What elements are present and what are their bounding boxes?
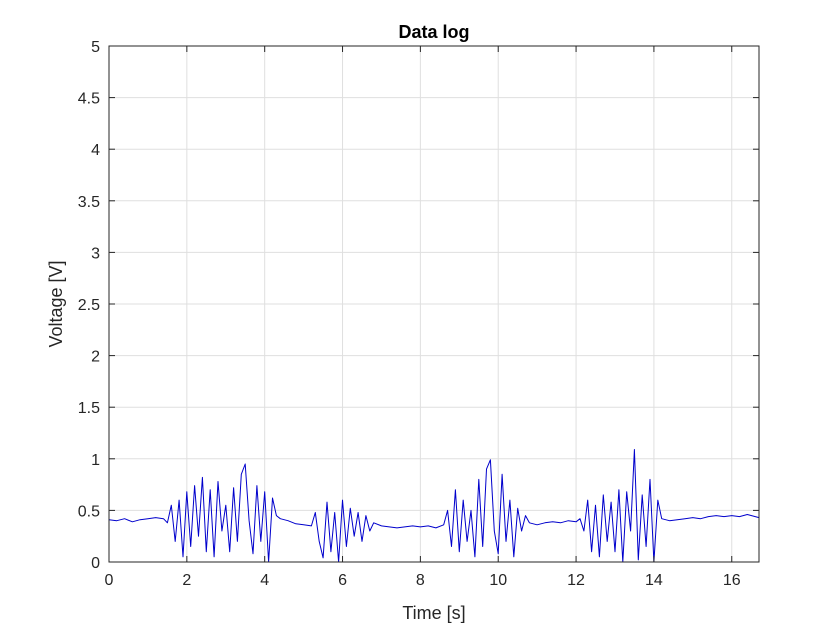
x-axis-label: Time [s] [402,603,465,623]
x-tick-label: 2 [182,572,191,589]
x-tick-label: 6 [338,572,347,589]
y-tick-label: 3 [91,245,100,262]
y-tick-label: 2 [91,349,100,366]
x-tick-label: 16 [723,572,741,589]
x-tick-label: 0 [105,572,114,589]
y-tick-label: 4.5 [78,91,100,108]
chart-title: Data log [398,22,469,42]
y-tick-label: 2.5 [78,297,100,314]
x-tick-label: 4 [260,572,269,589]
y-tick-label: 5 [91,39,100,56]
y-tick-label: 0.5 [78,503,100,520]
y-tick-label: 1.5 [78,400,100,417]
voltage-series-line [108,449,760,563]
y-tick-label: 3.5 [78,194,100,211]
x-tick-label: 10 [489,572,507,589]
y-tick-label: 4 [91,142,100,159]
y-axis: 0 0.5 1 1.5 2 2.5 3 3.5 4 4.5 5 [78,39,759,572]
series-layer [108,449,760,563]
x-tick-label: 8 [416,572,425,589]
y-tick-label: 1 [91,452,100,469]
x-axis: 0 2 4 6 8 10 12 14 16 [105,46,741,589]
y-tick-label: 0 [91,555,100,572]
x-tick-label: 12 [567,572,585,589]
y-axis-label: Voltage [V] [46,260,66,347]
x-tick-label: 14 [645,572,663,589]
